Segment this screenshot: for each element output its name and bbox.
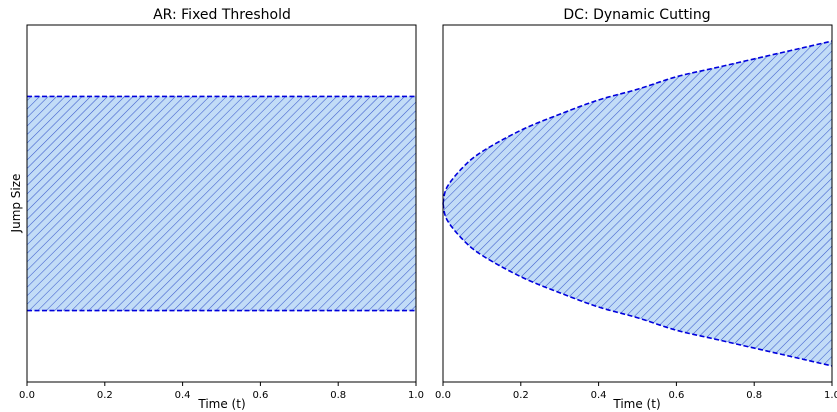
x-tick-label: 0.2 xyxy=(97,390,113,401)
region-hatch xyxy=(27,96,416,311)
x-tick-label: 0.4 xyxy=(175,390,191,401)
x-tick-label: 0.2 xyxy=(513,390,529,401)
chart-title: AR: Fixed Threshold xyxy=(153,7,291,23)
plot-area xyxy=(442,40,833,367)
x-tick-label: 0.8 xyxy=(330,390,346,401)
plot-area xyxy=(27,95,416,312)
region-hatch xyxy=(443,41,832,366)
x-tick-label: 1.0 xyxy=(824,390,837,401)
lower-boundary-line xyxy=(442,203,833,367)
x-axis-label: Time (t) xyxy=(197,397,245,411)
axes-frame xyxy=(26,24,417,383)
upper-boundary-line xyxy=(442,40,833,204)
x-tick-label: 0.0 xyxy=(435,390,451,401)
axes-frame xyxy=(442,24,833,383)
chart-panel-dc: DC: Dynamic Cutting 0.0 0.2 0.4 0.6 0.8 1.0 T… xyxy=(435,7,837,411)
x-ticks: 0.0 0.2 0.4 0.6 0.8 1.0 xyxy=(435,382,837,401)
x-tick-label: 0.0 xyxy=(19,390,35,401)
x-tick-label: 0.6 xyxy=(668,390,684,401)
chart-panel-ar: AR: Fixed Threshold 0.0 0.2 0.4 0.6 0.8 1.0 T… xyxy=(19,7,424,411)
x-ticks: 0.0 0.2 0.4 0.6 0.8 1.0 xyxy=(19,382,424,401)
figure-ylabel: Jump Size xyxy=(9,174,23,234)
x-tick-label: 0.6 xyxy=(252,390,268,401)
x-axis-label: Time (t) xyxy=(612,397,660,411)
x-tick-label: 0.8 xyxy=(746,390,762,401)
x-tick-label: 1.0 xyxy=(408,390,424,401)
x-tick-label: 0.4 xyxy=(591,390,607,401)
chart-title: DC: Dynamic Cutting xyxy=(563,7,710,23)
